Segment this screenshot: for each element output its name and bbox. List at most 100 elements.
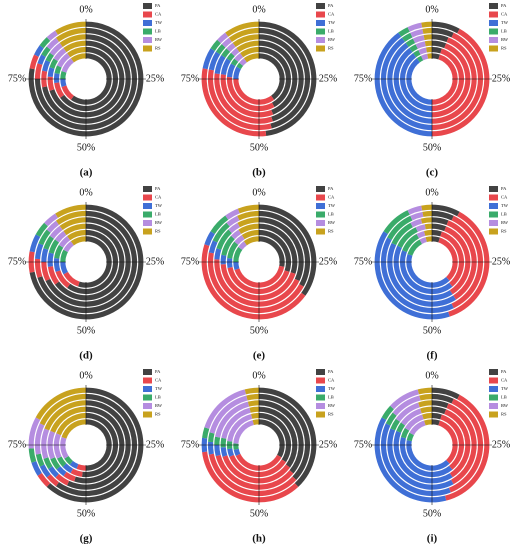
- ring-segment: [215, 401, 250, 438]
- legend-swatch: [316, 403, 325, 409]
- ring-segment: [70, 468, 83, 477]
- ring-segment: [78, 236, 112, 288]
- legend-label: PA: [501, 186, 507, 191]
- ring-segment: [70, 236, 86, 246]
- legend-swatch: [143, 45, 152, 52]
- ring-segment: [39, 464, 51, 478]
- ring-segment: [427, 53, 432, 59]
- ring-segment: [41, 262, 51, 282]
- ring-segment: [380, 423, 451, 497]
- ring-segment: [70, 53, 86, 63]
- ring-segment: [221, 407, 251, 439]
- legend-label: RS: [155, 412, 161, 417]
- ring-segment: [60, 79, 67, 87]
- ring-segment: [37, 54, 46, 65]
- angle-tick-label: 75%: [8, 439, 26, 450]
- ring-segment: [422, 27, 432, 34]
- ring-segment: [374, 231, 450, 320]
- legend-label: RS: [155, 46, 161, 51]
- ring-segment: [59, 217, 86, 230]
- legend-swatch: [143, 403, 152, 409]
- legend-label: PA: [501, 3, 507, 8]
- ring-segment: [410, 28, 424, 38]
- legend-swatch: [489, 377, 498, 384]
- angle-tick-label: 0%: [79, 187, 92, 198]
- ring-segment: [405, 38, 416, 47]
- ring-segment: [55, 270, 71, 288]
- ring-segment: [432, 46, 442, 54]
- ring-segment: [432, 223, 447, 232]
- ring-segment: [406, 432, 414, 442]
- legend-label: TW: [328, 203, 336, 208]
- angle-tick-label: 50%: [423, 508, 441, 519]
- angle-tick-label: 25%: [146, 439, 164, 450]
- legend-swatch: [489, 186, 498, 192]
- ring-segment: [237, 210, 259, 221]
- ring-segment: [37, 473, 51, 487]
- ring-segment: [234, 265, 285, 288]
- legend-label: LB: [155, 212, 161, 217]
- ring-segment: [420, 217, 432, 224]
- ring-segment: [259, 393, 311, 480]
- ring-segment: [432, 32, 484, 131]
- angle-tick-label: 0%: [252, 370, 265, 381]
- ring-segment: [400, 427, 410, 439]
- ring-segment: [55, 393, 138, 497]
- ring-segment: [38, 229, 51, 246]
- ring-segment: [432, 21, 460, 34]
- ring-segment: [446, 403, 477, 485]
- ring-segment: [227, 413, 253, 442]
- ring-segment: [210, 39, 221, 51]
- ring-segment: [220, 58, 231, 75]
- ring-segment: [432, 387, 460, 400]
- ring-segment: [440, 231, 465, 287]
- ring-segment: [432, 210, 454, 221]
- legend-label: RW: [328, 37, 336, 42]
- ring-segment: [59, 34, 86, 47]
- legend-swatch: [143, 211, 152, 218]
- legend-swatch: [316, 194, 325, 201]
- ring-segment: [259, 217, 304, 282]
- ring-segment: [202, 451, 299, 503]
- ring-segment: [55, 21, 86, 35]
- legend-swatch: [316, 37, 325, 43]
- legend-swatch: [316, 386, 325, 392]
- ring-segment: [249, 406, 259, 413]
- ring-segment: [432, 34, 449, 43]
- ring-segment: [49, 58, 58, 69]
- legend-label: TW: [155, 20, 163, 25]
- legend-swatch: [316, 228, 325, 235]
- legend-label: CA: [155, 378, 162, 383]
- ring-segment: [440, 414, 465, 470]
- legend-swatch: [489, 411, 498, 418]
- ring-segment: [412, 35, 425, 44]
- legend-label: TW: [328, 20, 336, 25]
- ring-segment: [259, 27, 311, 129]
- ring-segment: [47, 76, 55, 91]
- ring-segment: [407, 22, 423, 32]
- legend-label: RS: [328, 229, 334, 234]
- legend-label: LB: [501, 29, 507, 34]
- legend-swatch: [489, 394, 498, 401]
- panel-caption: (a): [80, 167, 93, 179]
- ring-segment: [214, 436, 221, 445]
- ring-segment: [67, 229, 119, 295]
- ring-segment: [227, 241, 239, 259]
- ring-segment: [247, 400, 259, 407]
- ring-segment: [35, 387, 86, 420]
- angle-tick-label: 25%: [146, 73, 164, 84]
- ring-segment: [204, 389, 247, 429]
- ring-segment: [62, 463, 74, 474]
- ring-segment: [387, 215, 413, 240]
- ring-segment: [46, 220, 60, 233]
- legend-swatch: [489, 28, 498, 35]
- ring-segment: [214, 259, 300, 307]
- legend-label: LB: [155, 395, 161, 400]
- ring-segment: [45, 52, 54, 63]
- ring-segment: [407, 239, 423, 256]
- panel-caption: (i): [427, 533, 438, 545]
- legend-label: LB: [328, 395, 334, 400]
- ring-segment: [381, 405, 394, 420]
- ring-segment: [393, 245, 453, 301]
